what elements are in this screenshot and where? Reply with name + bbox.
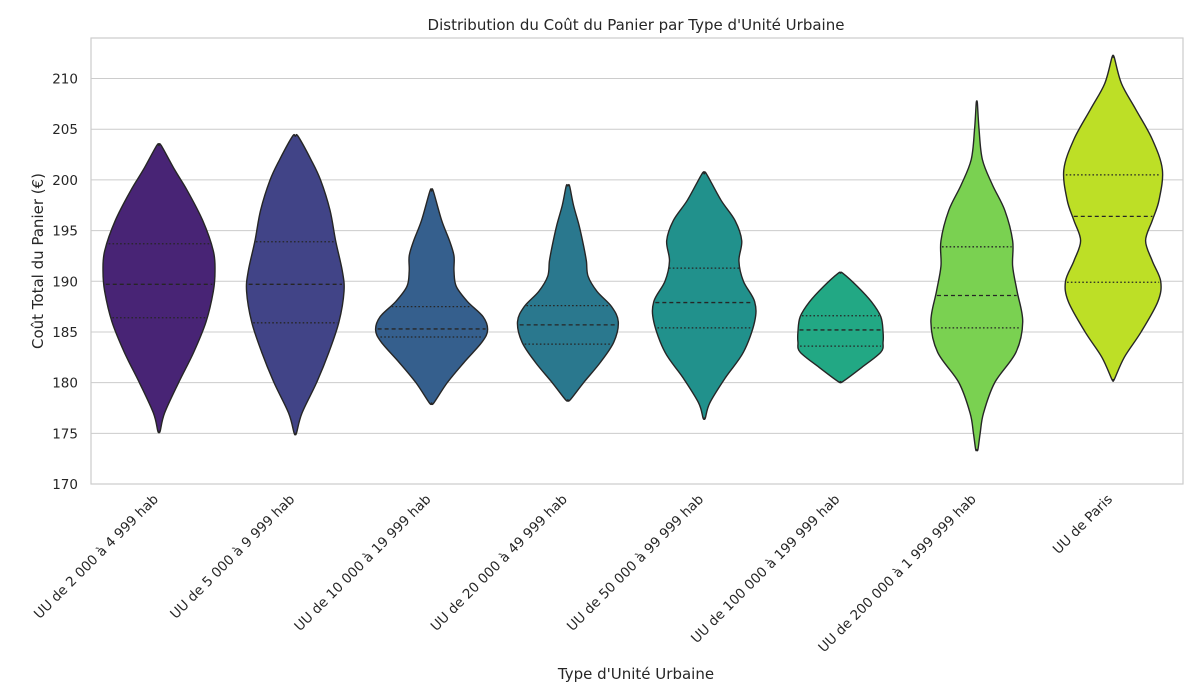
violin-body xyxy=(516,183,620,402)
y-tick-label: 210 xyxy=(52,72,78,88)
violin-5 xyxy=(651,171,757,420)
violin-body xyxy=(102,142,216,434)
violin-2 xyxy=(245,133,345,436)
y-tick-label: 205 xyxy=(52,122,78,138)
y-axis-label: Coût Total du Panier (€) xyxy=(29,173,47,349)
violin-6 xyxy=(796,271,885,384)
violins xyxy=(102,54,1164,452)
violin-8 xyxy=(1062,54,1164,382)
y-tick-label: 195 xyxy=(52,224,78,240)
violin-7 xyxy=(930,100,1024,452)
violin-body xyxy=(796,271,885,384)
violin-body xyxy=(245,133,345,436)
y-tick-label: 185 xyxy=(52,325,78,341)
violin-body xyxy=(930,100,1024,452)
violin-1 xyxy=(102,142,216,434)
x-tick-label: UU de 2 000 à 4 999 hab xyxy=(31,492,162,623)
x-tick-label: UU de Paris xyxy=(1050,492,1116,558)
x-tick-label: UU de 50 000 à 99 999 hab xyxy=(564,492,707,635)
y-tick-label: 180 xyxy=(52,376,78,392)
plot-frame xyxy=(90,37,1184,485)
x-tick-label: UU de 20 000 à 49 999 hab xyxy=(428,492,571,635)
x-axis-label: Type d'Unité Urbaine xyxy=(557,665,714,683)
y-tick-label: 190 xyxy=(52,274,78,290)
x-tick-label: UU de 100 000 à 199 999 hab xyxy=(688,492,843,647)
x-tick-labels: UU de 2 000 à 4 999 hab UU de 5 000 à 9 9… xyxy=(31,492,1116,656)
y-tick-labels: 170 175 180 185 190 195 200 205 210 xyxy=(52,72,78,493)
y-tick-label: 175 xyxy=(52,426,78,442)
violin-4 xyxy=(516,183,620,402)
violin-body xyxy=(1062,54,1164,382)
x-tick-label: UU de 10 000 à 19 999 hab xyxy=(291,492,434,635)
violin-body xyxy=(651,171,757,420)
violin-body xyxy=(374,188,489,406)
x-tick-label: UU de 5 000 à 9 999 hab xyxy=(167,492,298,623)
chart-title: Distribution du Coût du Panier par Type … xyxy=(428,16,845,34)
y-tick-label: 200 xyxy=(52,173,78,189)
violin-3 xyxy=(374,188,489,406)
x-tick-label: UU de 200 000 à 1 999 999 hab xyxy=(815,492,979,656)
y-tick-label: 170 xyxy=(52,477,78,493)
